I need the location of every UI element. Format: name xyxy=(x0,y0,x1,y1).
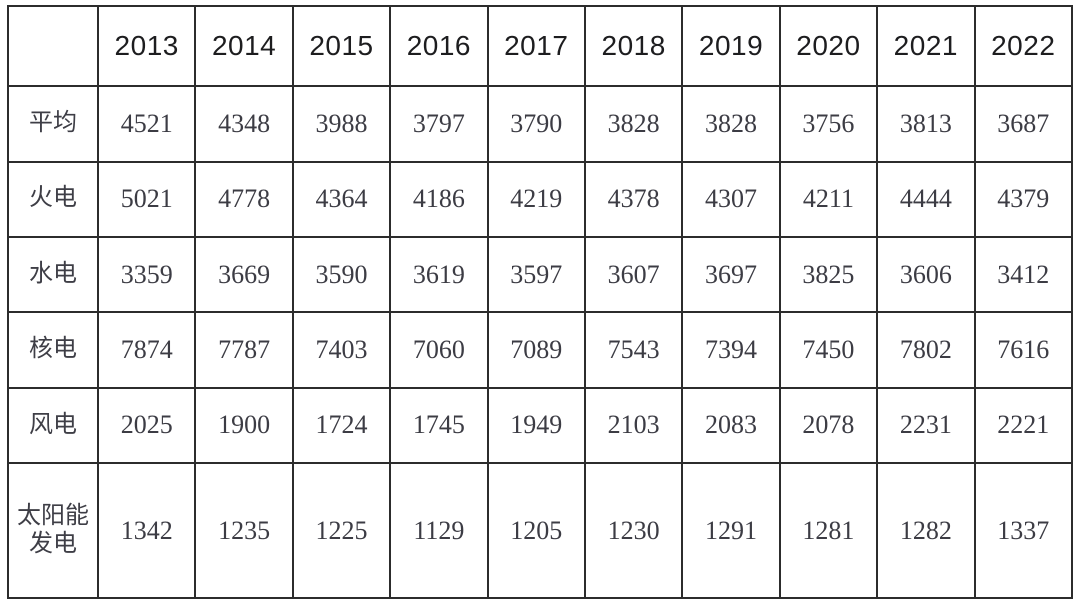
value-cell: 7616 xyxy=(973,311,1074,389)
value-cell: 2221 xyxy=(973,386,1074,465)
value-cell: 3797 xyxy=(389,85,489,163)
row-label-nuclear: 核电 xyxy=(7,311,99,389)
value-cell: 3687 xyxy=(973,85,1074,163)
value-cell: 1291 xyxy=(681,462,781,599)
value-cell: 3412 xyxy=(973,235,1074,314)
table-row-thermal: 火电 5021 4778 4364 4186 4219 4378 4307 42… xyxy=(7,160,1074,238)
value-cell: 1282 xyxy=(876,462,976,599)
value-cell: 1225 xyxy=(291,462,392,599)
value-cell: 4219 xyxy=(486,160,586,238)
value-cell: 7060 xyxy=(389,311,489,389)
value-cell: 3828 xyxy=(681,85,781,163)
value-cell: 1900 xyxy=(194,386,294,465)
corner-cell xyxy=(7,4,99,88)
value-cell: 4364 xyxy=(291,160,392,238)
value-cell: 1342 xyxy=(96,462,197,599)
value-cell: 2231 xyxy=(876,386,976,465)
value-cell: 3825 xyxy=(778,235,879,314)
value-cell: 4211 xyxy=(778,160,879,238)
value-cell: 3828 xyxy=(583,85,684,163)
value-cell: 4378 xyxy=(583,160,684,238)
table-row-solar: 太阳能发电 1342 1235 1225 1129 1205 1230 1291… xyxy=(7,462,1074,599)
value-cell: 3756 xyxy=(778,85,879,163)
table-container: 2013 2014 2015 2016 2017 2018 2019 2020 … xyxy=(7,4,1074,599)
year-header-2014: 2014 xyxy=(194,4,294,88)
year-header-2022: 2022 xyxy=(973,4,1074,88)
value-cell: 1724 xyxy=(291,386,392,465)
value-cell: 4307 xyxy=(681,160,781,238)
value-cell: 2078 xyxy=(778,386,879,465)
value-cell: 3590 xyxy=(291,235,392,314)
value-cell: 2083 xyxy=(681,386,781,465)
value-cell: 2025 xyxy=(96,386,197,465)
value-cell: 3359 xyxy=(96,235,197,314)
value-cell: 3988 xyxy=(291,85,392,163)
value-cell: 7089 xyxy=(486,311,586,389)
value-cell: 1281 xyxy=(778,462,879,599)
value-cell: 3597 xyxy=(486,235,586,314)
header-row: 2013 2014 2015 2016 2017 2018 2019 2020 … xyxy=(7,4,1074,88)
row-label-wind: 风电 xyxy=(7,386,99,465)
value-cell: 7394 xyxy=(681,311,781,389)
value-cell: 7787 xyxy=(194,311,294,389)
year-header-2018: 2018 xyxy=(583,4,684,88)
row-label-solar: 太阳能发电 xyxy=(7,462,99,599)
year-header-2013: 2013 xyxy=(96,4,197,88)
row-label-average: 平均 xyxy=(7,85,99,163)
value-cell: 2103 xyxy=(583,386,684,465)
value-cell: 7543 xyxy=(583,311,684,389)
value-cell: 1235 xyxy=(194,462,294,599)
year-header-2020: 2020 xyxy=(778,4,879,88)
year-header-2016: 2016 xyxy=(389,4,489,88)
value-cell: 3790 xyxy=(486,85,586,163)
value-cell: 7403 xyxy=(291,311,392,389)
value-cell: 7450 xyxy=(778,311,879,389)
value-cell: 3813 xyxy=(876,85,976,163)
value-cell: 3607 xyxy=(583,235,684,314)
value-cell: 7802 xyxy=(876,311,976,389)
value-cell: 1230 xyxy=(583,462,684,599)
value-cell: 4348 xyxy=(194,85,294,163)
table-row-wind: 风电 2025 1900 1724 1745 1949 2103 2083 20… xyxy=(7,386,1074,465)
data-table: 2013 2014 2015 2016 2017 2018 2019 2020 … xyxy=(7,4,1074,599)
value-cell: 1337 xyxy=(973,462,1074,599)
value-cell: 1205 xyxy=(486,462,586,599)
year-header-2015: 2015 xyxy=(291,4,392,88)
value-cell: 7874 xyxy=(96,311,197,389)
value-cell: 1745 xyxy=(389,386,489,465)
table-row-hydro: 水电 3359 3669 3590 3619 3597 3607 3697 38… xyxy=(7,235,1074,314)
value-cell: 3619 xyxy=(389,235,489,314)
value-cell: 4444 xyxy=(876,160,976,238)
value-cell: 3606 xyxy=(876,235,976,314)
value-cell: 1949 xyxy=(486,386,586,465)
value-cell: 4521 xyxy=(96,85,197,163)
value-cell: 4379 xyxy=(973,160,1074,238)
table-row-nuclear: 核电 7874 7787 7403 7060 7089 7543 7394 74… xyxy=(7,311,1074,389)
value-cell: 3697 xyxy=(681,235,781,314)
year-header-2021: 2021 xyxy=(876,4,976,88)
table-row-average: 平均 4521 4348 3988 3797 3790 3828 3828 37… xyxy=(7,85,1074,163)
year-header-2017: 2017 xyxy=(486,4,586,88)
value-cell: 3669 xyxy=(194,235,294,314)
value-cell: 5021 xyxy=(96,160,197,238)
row-label-thermal: 火电 xyxy=(7,160,99,238)
value-cell: 4186 xyxy=(389,160,489,238)
value-cell: 1129 xyxy=(389,462,489,599)
year-header-2019: 2019 xyxy=(681,4,781,88)
value-cell: 4778 xyxy=(194,160,294,238)
row-label-hydro: 水电 xyxy=(7,235,99,314)
